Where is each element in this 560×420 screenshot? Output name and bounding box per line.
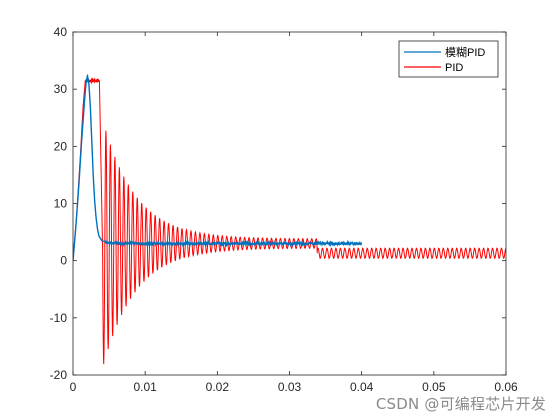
x-tick-label: 0.05 [422,380,446,394]
y-tick-label: 40 [54,25,68,39]
series-line-pid [73,77,506,365]
y-tick-label: 0 [60,254,67,268]
legend-label: PID [445,62,463,74]
legend-box [398,40,499,78]
y-tick-label: 10 [54,197,68,211]
y-tick-label: -20 [50,368,68,382]
legend: 模糊PID PID [398,40,499,78]
legend-label: 模糊PID [445,45,485,59]
x-tick-label: 0.06 [494,380,518,394]
x-tick-label: 0.04 [350,380,374,394]
plot-background [73,32,506,375]
series-layer [73,73,506,365]
x-tick-label: 0.03 [278,380,302,394]
watermark-text: CSDN @可编程芯片开发 [375,395,546,413]
y-tick-label: -10 [50,311,68,325]
x-tick-label: 0.01 [133,380,157,394]
series-line-fuzzy-pid [73,73,363,261]
x-tick-label: 0.02 [206,380,230,394]
y-axis: -20 -10 0 10 20 30 40 [50,25,506,382]
y-tick-label: 30 [54,82,68,96]
x-axis: 0 0.01 0.02 0.03 0.04 0.05 0.06 [70,32,518,394]
x-tick-label: 0 [70,380,77,394]
y-tick-label: 20 [54,139,68,153]
